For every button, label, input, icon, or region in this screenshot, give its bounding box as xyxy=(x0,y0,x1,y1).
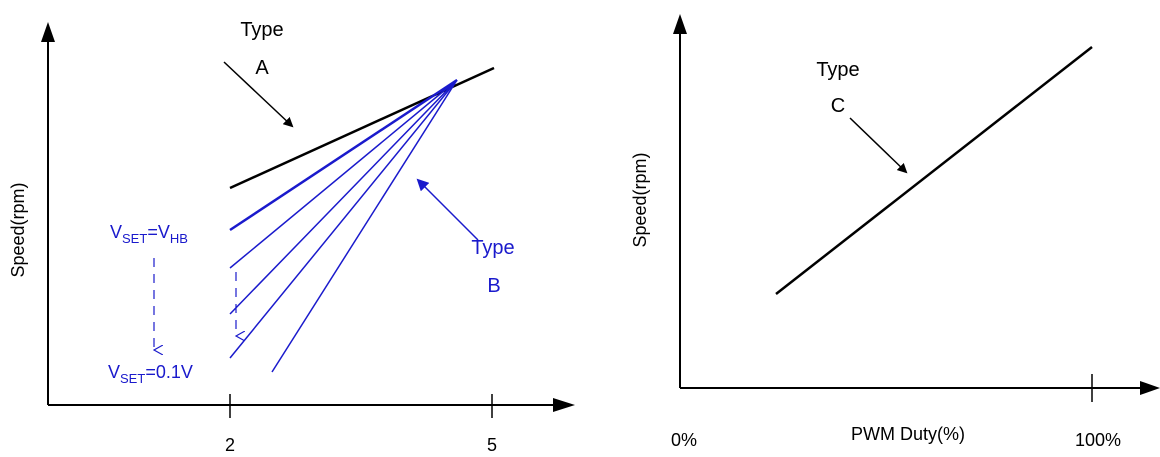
left-x-axis-arrowhead xyxy=(553,398,575,412)
right-y-axis-arrowhead xyxy=(673,14,687,34)
type-c-arrow xyxy=(849,117,908,174)
left-x-tick-label-2: 2 xyxy=(225,435,235,455)
type-a-label-line2: A xyxy=(255,57,269,79)
right-chart: 0% 100% PWM Duty(%) Speed(rpm) Type C xyxy=(630,14,1160,450)
type-c-line xyxy=(775,46,1093,295)
type-b-line-3 xyxy=(229,79,458,315)
right-x-axis-label: PWM Duty(%) xyxy=(851,424,965,444)
type-b-line-1 xyxy=(229,78,458,232)
type-c-label-line2: C xyxy=(831,95,845,117)
left-x-tick-label-5: 5 xyxy=(487,435,497,455)
type-b-arrow xyxy=(416,178,479,241)
vset-01v-label: VSET=0.1V xyxy=(108,362,193,386)
right-y-axis-label: Speed(rpm) xyxy=(630,152,650,247)
left-y-axis-arrowhead xyxy=(41,22,55,42)
type-c-label-line1: Type xyxy=(816,59,859,81)
type-a-arrow xyxy=(223,61,294,128)
right-x-tick-label-100: 100% xyxy=(1075,430,1121,450)
type-b-line-2 xyxy=(229,79,458,269)
type-b-line-4 xyxy=(229,79,458,359)
type-a-label-line1: Type xyxy=(240,19,283,41)
right-x-axis-arrowhead xyxy=(1140,381,1160,395)
type-b-line-5 xyxy=(271,79,458,373)
left-y-axis-label: Speed(rpm) xyxy=(8,182,28,277)
right-x-tick-label-0: 0% xyxy=(671,430,697,450)
type-b-label-line1: Type xyxy=(471,237,514,259)
type-b-label-line2: B xyxy=(487,275,500,297)
left-chart: 2 5 Speed(rpm) Type A Type B VSET=VHB VS… xyxy=(8,19,575,455)
type-a-line xyxy=(229,66,495,190)
vset-vhb-label: VSET=VHB xyxy=(110,222,188,246)
